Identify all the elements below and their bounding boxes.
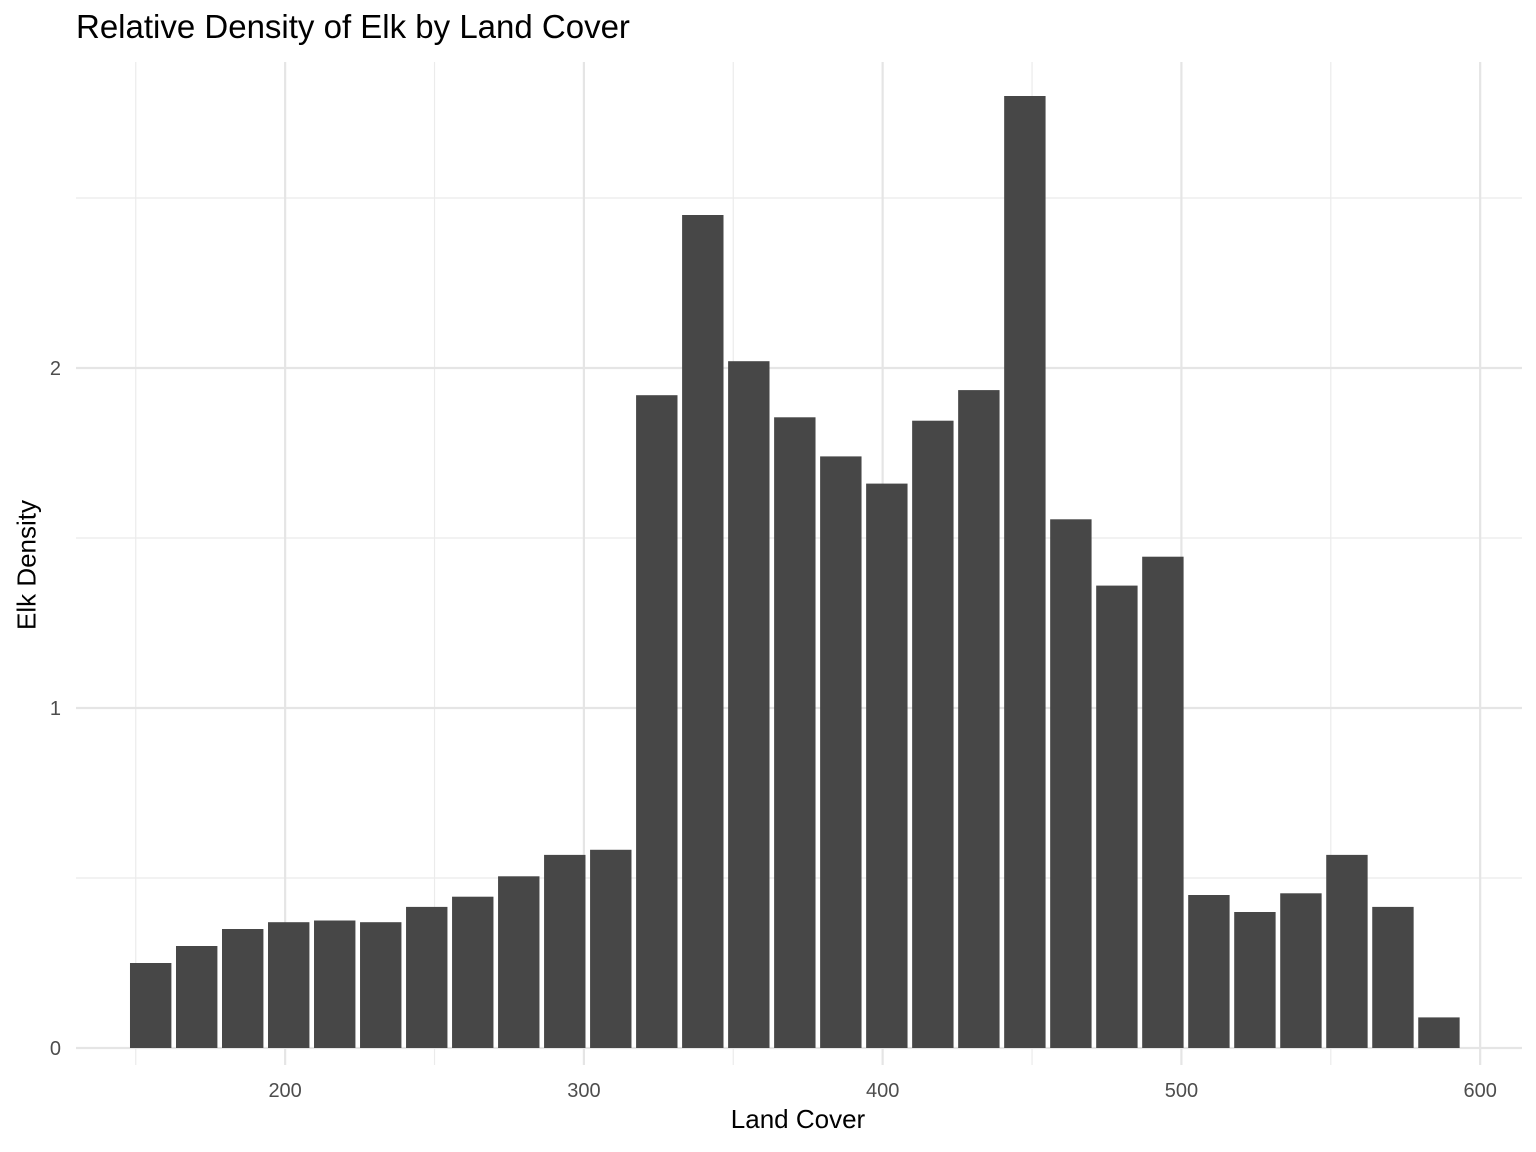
x-tick-label: 400 (866, 1080, 899, 1102)
bar (406, 906, 448, 1048)
bar (360, 922, 402, 1048)
bar (222, 929, 264, 1048)
bar (498, 876, 540, 1048)
x-tick-label: 500 (1165, 1080, 1198, 1102)
y-tick-label: 1 (50, 698, 61, 720)
bar (774, 417, 816, 1048)
x-tick-label: 300 (567, 1080, 600, 1102)
bar (1142, 556, 1184, 1048)
bar (1188, 895, 1230, 1048)
bar (958, 390, 1000, 1049)
bar (129, 963, 172, 1048)
bar (1050, 519, 1092, 1048)
bar (590, 849, 632, 1048)
x-axis-label: Land Cover (730, 1104, 866, 1134)
bar (1280, 893, 1322, 1048)
bars (129, 96, 1460, 1049)
bar (544, 854, 586, 1048)
bar (682, 215, 724, 1048)
bar (636, 395, 678, 1048)
bar (728, 361, 770, 1048)
bar (1418, 1017, 1460, 1048)
bar (452, 896, 494, 1048)
x-tick-label: 200 (268, 1080, 301, 1102)
bar (1372, 906, 1414, 1048)
bar (912, 420, 954, 1048)
tick-labels: 200 300 400 500 600 0 1 2 (50, 358, 1497, 1102)
bar (314, 920, 356, 1048)
bar (866, 483, 908, 1049)
bar (175, 946, 218, 1048)
chart-title: Relative Density of Elk by Land Cover (76, 8, 630, 45)
bar (820, 456, 862, 1048)
bar (1004, 96, 1046, 1048)
bar (1234, 912, 1276, 1048)
y-tick-label: 0 (50, 1038, 61, 1060)
y-tick-label: 2 (50, 358, 61, 380)
bar (268, 922, 310, 1048)
x-tick-label: 600 (1463, 1080, 1496, 1102)
bar (1096, 585, 1138, 1048)
bar (1326, 854, 1368, 1048)
